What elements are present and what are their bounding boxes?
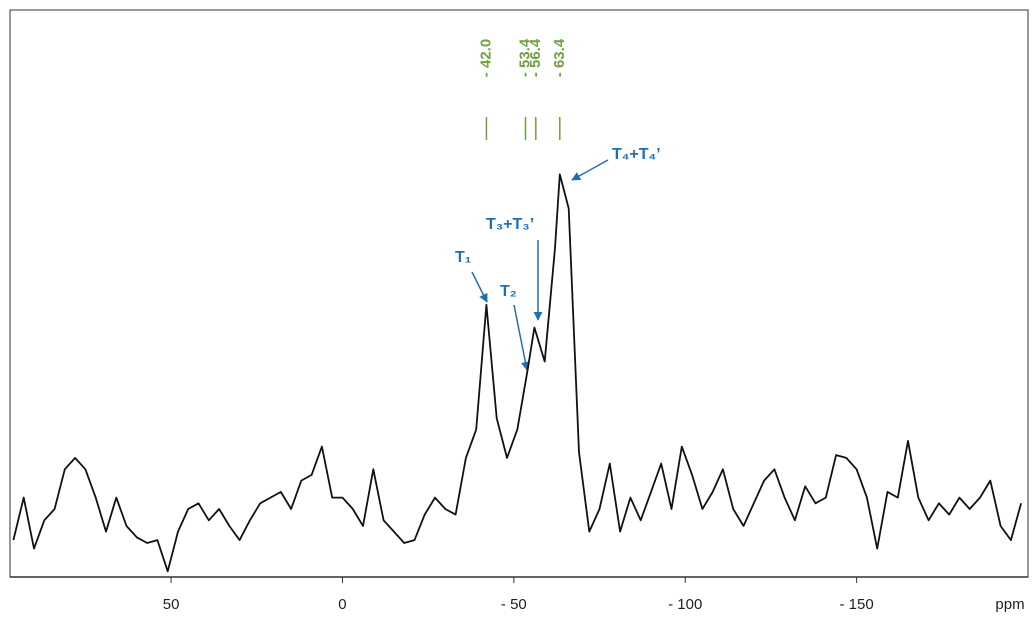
spectrum-line (12, 173, 1022, 573)
annotation: T₄+T₄’ (612, 146, 661, 163)
annotation: T₂ (500, 283, 517, 300)
peak-label: - 53.4 (516, 38, 533, 77)
annotation-arrow (571, 159, 609, 181)
x-tick-label: - 50 (501, 596, 527, 613)
annotation-arrow (513, 304, 530, 371)
peak-label: - 56.4 (527, 38, 544, 77)
x-tick-label: 50 (163, 596, 180, 613)
x-tick-label: - 100 (668, 596, 702, 613)
frame (9, 9, 1029, 578)
peak-label: - 63.4 (551, 38, 568, 77)
annotation: T₁ (455, 249, 472, 266)
annotation-arrow (471, 271, 488, 303)
x-tick-label: 0 (338, 596, 346, 613)
x-tick-label: - 150 (840, 596, 874, 613)
peak-label: - 42.0 (477, 39, 494, 77)
annotation: T₃+T₃’ (486, 216, 534, 233)
x-axis-label: ppm (995, 596, 1024, 613)
